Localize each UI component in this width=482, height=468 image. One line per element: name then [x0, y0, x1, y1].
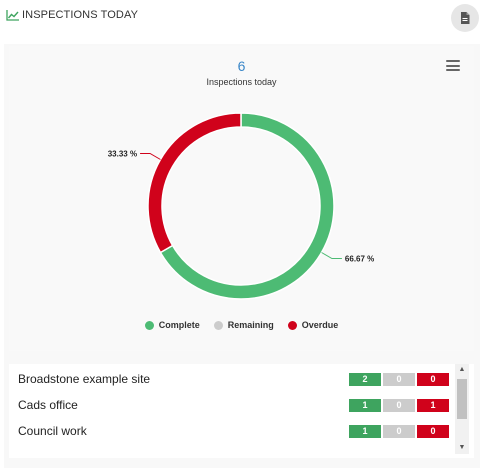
- widget-title: INSPECTIONS TODAY: [22, 9, 139, 21]
- remaining-count: 0: [383, 425, 415, 438]
- data-label-overdue: 33.33 %: [108, 150, 137, 159]
- scroll-down-arrow-icon[interactable]: ▼: [458, 444, 466, 451]
- legend-item-complete[interactable]: Complete: [144, 320, 200, 330]
- site-counts: 1 0 0: [349, 425, 449, 438]
- overdue-count: 0: [417, 373, 449, 386]
- site-name: Broadstone example site: [18, 372, 151, 386]
- widget-header: INSPECTIONS TODAY: [0, 0, 482, 34]
- legend-item-remaining[interactable]: Remaining: [213, 320, 274, 330]
- legend-label: Overdue: [301, 320, 339, 330]
- legend-dot: [287, 320, 297, 330]
- export-document-button[interactable]: [451, 4, 479, 32]
- complete-count: 1: [349, 425, 381, 438]
- scroll-up-arrow-icon[interactable]: ▲: [458, 366, 466, 373]
- donut-chart: 66.67 % 33.33 %: [108, 112, 374, 300]
- chart-subtitle: Inspections today: [206, 77, 277, 87]
- data-label-connector: [321, 252, 342, 259]
- site-row-cads-office[interactable]: Cads office 1 0 1: [9, 392, 454, 418]
- hamburger-menu-icon[interactable]: [446, 60, 460, 72]
- legend-item-overdue[interactable]: Overdue: [287, 320, 339, 330]
- donut-slice-overdue[interactable]: [147, 112, 242, 254]
- legend-dot: [213, 320, 223, 330]
- list-scrollbar[interactable]: ▲ ▼: [455, 364, 469, 454]
- data-label-connector: [140, 153, 161, 160]
- legend-label: Complete: [158, 320, 200, 330]
- remaining-count: 0: [383, 373, 415, 386]
- site-name: Cads office: [18, 398, 78, 412]
- document-icon: [461, 12, 470, 24]
- data-label-complete: 66.67 %: [345, 255, 374, 264]
- site-name: Council work: [18, 424, 87, 438]
- legend-label: Remaining: [227, 320, 274, 330]
- legend-dot: [144, 320, 154, 330]
- site-row-broadstone[interactable]: Broadstone example site 2 0 0: [9, 366, 454, 392]
- line-chart-icon: [6, 10, 19, 21]
- site-counts: 1 0 1: [349, 399, 449, 412]
- remaining-count: 0: [383, 399, 415, 412]
- chart-legend: Complete Remaining Overdue: [9, 320, 474, 330]
- site-row-council-work[interactable]: Council work 1 0 0: [9, 418, 454, 444]
- inspection-count: 6: [237, 58, 246, 74]
- site-counts: 2 0 0: [349, 373, 449, 386]
- site-list: Broadstone example site 2 0 0 Cads offic…: [9, 364, 474, 458]
- complete-count: 2: [349, 373, 381, 386]
- overdue-count: 0: [417, 425, 449, 438]
- scroll-thumb[interactable]: [457, 379, 467, 419]
- chart-container: 6 Inspections today 66.67 % 33.33 % Compl…: [9, 46, 474, 351]
- complete-count: 1: [349, 399, 381, 412]
- overdue-count: 1: [417, 399, 449, 412]
